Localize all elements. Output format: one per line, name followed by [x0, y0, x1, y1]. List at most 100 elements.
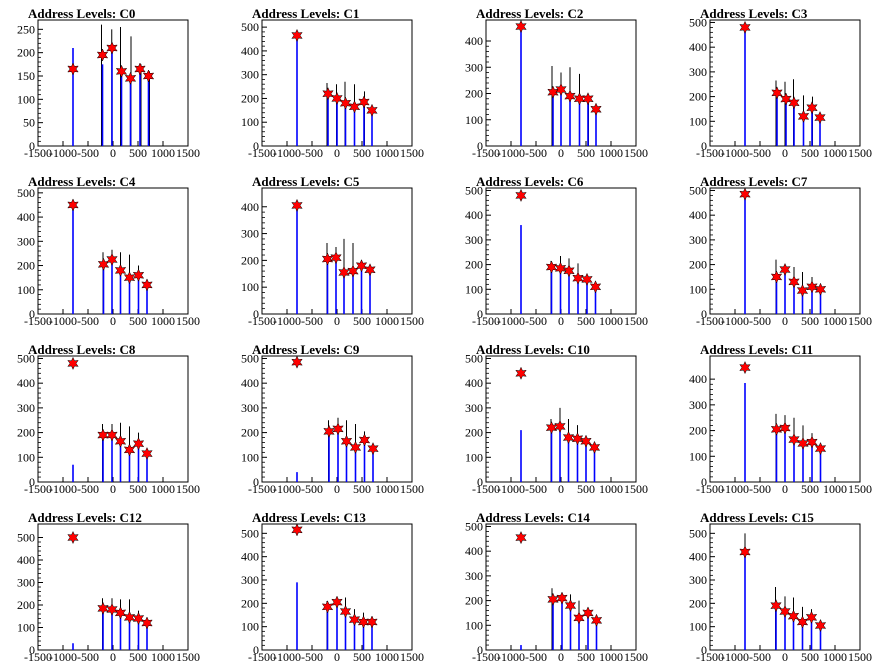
x-tick-label: -1000: [721, 482, 749, 496]
x-tick-label: 0: [558, 314, 564, 328]
peak-marker: [555, 82, 567, 97]
y-tick-label: 200: [17, 426, 35, 440]
x-tick-label: 0: [782, 650, 788, 664]
peak-marker: [564, 598, 577, 613]
x-tick-label: 500: [801, 482, 819, 496]
y-tick-label: 0: [253, 475, 259, 489]
histogram-svg: 0 100 200 300 400 500 -1500-1000 -500 0 500 1000 15…: [689, 523, 872, 664]
peak-marker: [739, 545, 751, 559]
y-tick-label: 300: [465, 233, 483, 247]
y-tick-label: 500: [689, 15, 707, 29]
peak-marker: [571, 432, 584, 446]
peak-marker: [556, 591, 568, 605]
x-tick-label: 0: [782, 146, 788, 160]
y-tick-label: 100: [689, 282, 707, 296]
y-tick-label: 200: [17, 46, 35, 60]
x-tick-label: -1500: [24, 146, 52, 160]
x-tick-label: -500: [77, 482, 99, 496]
x-tick-label: -500: [301, 650, 323, 664]
peak-marker: [291, 28, 303, 43]
y-tick-label: 400: [689, 550, 707, 564]
histogram-svg: 0 100 200 300 400 500 -1500-1000 -500 0 500 1000 15…: [17, 523, 200, 664]
y-tick-label: 400: [17, 210, 35, 224]
y-tick-label: 0: [477, 475, 483, 489]
peak-marker: [788, 432, 800, 447]
peak-marker: [141, 446, 153, 461]
y-tick-label: 100: [465, 450, 483, 464]
peak-marker: [132, 611, 145, 626]
y-tick-label: 200: [689, 258, 707, 272]
x-tick-label: 1500: [400, 482, 424, 496]
x-tick-label: -1500: [24, 314, 52, 328]
x-tick-label: -1000: [49, 482, 77, 496]
peak-marker: [589, 280, 602, 294]
peak-marker: [142, 69, 155, 83]
peak-marker: [106, 602, 118, 617]
y-tick-label: 500: [241, 20, 259, 34]
y-tick-label: 200: [241, 596, 259, 610]
x-tick-label: 0: [334, 482, 340, 496]
x-tick-label: 500: [353, 314, 371, 328]
y-tick-label: 200: [465, 594, 483, 608]
peak-marker: [590, 613, 603, 627]
histogram-panel: Address Levels: C6 0 100 200 300 400 500 -1500-…: [448, 168, 672, 336]
x-tick-label: -1500: [472, 650, 500, 664]
x-tick-label: 1000: [151, 314, 175, 328]
y-tick-label: 200: [17, 259, 35, 273]
histogram-svg: 0 100 200 300 400 500 -1500-1000 -500 0 500 1000 15…: [17, 351, 200, 496]
x-tick-label: 0: [334, 650, 340, 664]
y-tick-label: 400: [17, 553, 35, 567]
histogram-svg: 0 100 200 300 400 -1500-1000 -500 0 500 1000 1500: [689, 355, 872, 496]
peak-marker: [515, 366, 527, 380]
histogram-svg: 0 100 200 300 400 500 -1500-1000 -500 0 500 1000 15…: [465, 351, 648, 496]
x-tick-label: -500: [77, 650, 99, 664]
x-tick-label: -500: [525, 314, 547, 328]
y-tick-label: 500: [17, 531, 35, 545]
x-tick-label: -1500: [696, 146, 724, 160]
y-tick-label: 300: [465, 60, 483, 74]
y-tick-label: 0: [701, 475, 707, 489]
y-tick-label: 500: [17, 186, 35, 200]
x-tick-label: 0: [558, 650, 564, 664]
y-tick-label: 400: [241, 44, 259, 58]
y-tick-label: 150: [17, 69, 35, 83]
x-tick-label: -1500: [696, 314, 724, 328]
y-tick-label: 500: [689, 183, 707, 197]
y-tick-label: 100: [17, 283, 35, 297]
x-tick-label: -500: [749, 482, 771, 496]
peak-marker: [132, 268, 145, 282]
peak-marker: [358, 95, 370, 109]
x-tick-label: 1000: [375, 650, 399, 664]
x-tick-label: -1500: [696, 482, 724, 496]
y-tick-label: 400: [689, 372, 707, 386]
peak-marker: [357, 615, 370, 629]
peak-marker: [67, 356, 79, 371]
histogram-svg: 0 100 200 300 400 500 -1500-1000 -500 0 500 1000 15…: [241, 19, 424, 160]
peak-marker: [355, 259, 368, 273]
x-tick-label: -1000: [273, 482, 301, 496]
histogram-panel: Address Levels: C10 0 100 200 300 400 500 -1500…: [448, 336, 672, 504]
x-tick-label: -1500: [248, 146, 276, 160]
x-tick-label: -500: [749, 650, 771, 664]
peak-marker: [67, 62, 79, 76]
peak-marker: [123, 610, 136, 625]
x-tick-label: 0: [558, 482, 564, 496]
y-tick-label: 500: [241, 351, 259, 365]
y-tick-label: 400: [465, 544, 483, 558]
y-tick-label: 500: [241, 526, 259, 540]
peak-marker: [134, 62, 146, 76]
peak-marker: [806, 435, 818, 449]
peak-marker: [796, 283, 809, 298]
panel-title: Address Levels: C9: [252, 342, 360, 357]
x-tick-label: -500: [301, 482, 323, 496]
x-tick-label: 1500: [176, 146, 200, 160]
peak-marker: [67, 198, 79, 212]
y-tick-label: 500: [465, 519, 483, 533]
peak-marker: [340, 434, 353, 448]
x-tick-label: 1500: [400, 314, 424, 328]
x-tick-label: 0: [110, 314, 116, 328]
peak-marker: [814, 618, 827, 633]
x-tick-label: 1500: [176, 482, 200, 496]
peak-marker: [787, 609, 800, 623]
